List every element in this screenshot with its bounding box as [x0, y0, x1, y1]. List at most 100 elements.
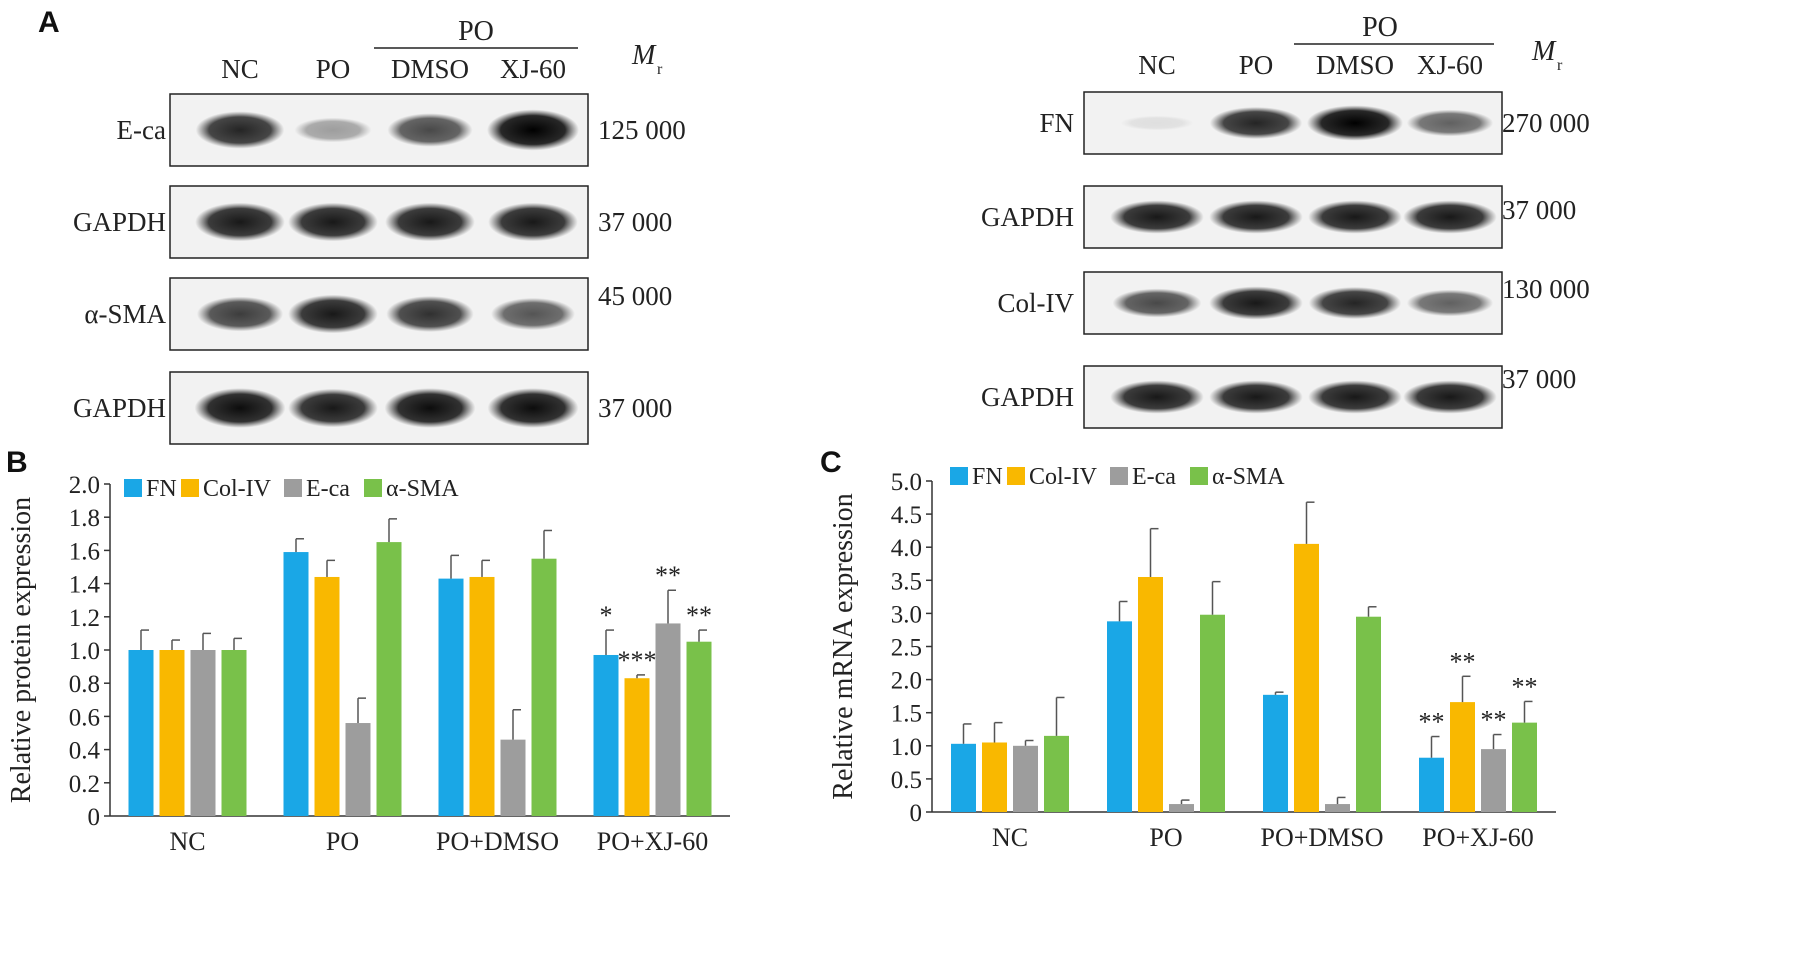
y-tick-label: 4.0 — [891, 535, 922, 562]
legend-swatch — [284, 479, 302, 497]
y-axis-label: Relative protein expression — [6, 497, 37, 803]
blot-mw-label: 37 000 — [1502, 364, 1576, 394]
bar — [655, 623, 681, 816]
y-tick-label: 4.5 — [891, 502, 922, 529]
blot-band — [1308, 380, 1402, 414]
significance-label: *** — [618, 646, 657, 675]
blot-protein-label: GAPDH — [73, 393, 166, 423]
blot-band — [1406, 109, 1494, 137]
blot-protein-label: α-SMA — [84, 299, 166, 329]
blot-band — [1308, 200, 1402, 234]
blot-mw-label: 37 000 — [598, 207, 672, 237]
bar — [1325, 804, 1350, 812]
bar — [951, 743, 976, 812]
blot-mw-label: 37 000 — [1502, 195, 1576, 225]
blot-band — [1209, 380, 1303, 414]
legend-swatch — [181, 479, 199, 497]
bar — [500, 739, 526, 816]
bar — [376, 542, 402, 816]
blot-band — [1110, 200, 1204, 234]
blot-lane-label: NC — [221, 54, 259, 84]
significance-label: ** — [1512, 672, 1538, 701]
bar — [438, 578, 464, 816]
y-tick-label: 0.4 — [69, 738, 101, 765]
bar — [1138, 576, 1163, 812]
blot-mr-subscript: r — [657, 61, 663, 78]
blot-band — [294, 117, 372, 143]
legend-label: FN — [146, 476, 177, 502]
y-tick-label: 2.0 — [891, 668, 922, 695]
legend-swatch — [1007, 467, 1025, 485]
legend-swatch — [124, 479, 142, 497]
blot-lane-label: XJ-60 — [500, 54, 566, 84]
bar — [624, 678, 650, 816]
y-tick-label: 0 — [910, 800, 923, 827]
legend-label: Col-IV — [1029, 464, 1098, 490]
y-tick-label: 1.5 — [891, 701, 922, 728]
blot-group-label: PO — [1362, 12, 1398, 43]
legend-swatch — [950, 467, 968, 485]
bar — [1356, 616, 1381, 812]
blot-protein-label: E-ca — [117, 115, 166, 145]
y-tick-label: 1.4 — [69, 572, 101, 599]
y-tick-label: 1.8 — [69, 505, 100, 532]
blot-band — [1307, 105, 1403, 141]
significance-label: ** — [1450, 647, 1476, 676]
blot-protein-label: GAPDH — [981, 382, 1074, 412]
blot-band — [1120, 115, 1194, 131]
bar — [221, 650, 247, 816]
blot-mw-label: 130 000 — [1502, 274, 1590, 304]
blot-band — [487, 109, 579, 151]
y-tick-label: 3.5 — [891, 568, 922, 595]
blot-lane-label: DMSO — [391, 54, 469, 84]
bar — [128, 650, 154, 816]
y-tick-label: 2.0 — [69, 472, 100, 499]
bar — [159, 650, 185, 816]
legend-label: α-SMA — [386, 476, 459, 502]
y-tick-label: 1.2 — [69, 605, 100, 632]
y-tick-label: 0.5 — [891, 767, 922, 794]
y-tick-label: 3.0 — [891, 601, 922, 628]
legend-swatch — [1190, 467, 1208, 485]
blot-band — [386, 296, 474, 332]
blot-band — [1403, 200, 1497, 234]
blot-mw-label: 45 000 — [598, 281, 672, 311]
blot-protein-label: Col-IV — [998, 288, 1075, 318]
blot-band — [488, 202, 578, 242]
bar — [1263, 694, 1288, 812]
blot-mw-label: 125 000 — [598, 115, 686, 145]
bar — [1169, 804, 1194, 812]
y-tick-label: 0.2 — [69, 771, 100, 798]
bar — [283, 552, 309, 816]
blot-mr-label: M — [631, 40, 657, 71]
bar — [1294, 543, 1319, 812]
blot-protein-label: GAPDH — [73, 207, 166, 237]
blot-band — [195, 202, 285, 242]
blot-band — [1209, 200, 1303, 234]
blot-band — [491, 297, 575, 331]
bar — [1013, 745, 1038, 812]
bar — [314, 576, 340, 816]
bar — [190, 650, 216, 816]
significance-label: * — [600, 601, 613, 630]
blot-band — [384, 388, 476, 428]
y-tick-label: 2.5 — [891, 635, 922, 662]
x-tick-label: PO+XJ-60 — [597, 827, 708, 856]
x-tick-label: PO — [1149, 823, 1182, 852]
panel-label-b: B — [6, 446, 28, 479]
y-tick-label: 5.0 — [891, 469, 922, 496]
x-tick-label: NC — [992, 823, 1028, 852]
blot-lane-label: XJ-60 — [1417, 50, 1483, 80]
blot-group-label: PO — [458, 16, 494, 47]
blot-band — [1403, 380, 1497, 414]
blot-lane-label: NC — [1138, 50, 1176, 80]
y-tick-label: 0.8 — [69, 671, 100, 698]
panel-label-a: A — [38, 6, 60, 39]
bar — [1481, 749, 1506, 812]
blot-band — [387, 113, 473, 147]
bar — [1512, 722, 1537, 812]
blot-band — [1406, 289, 1494, 317]
bar — [345, 723, 371, 816]
